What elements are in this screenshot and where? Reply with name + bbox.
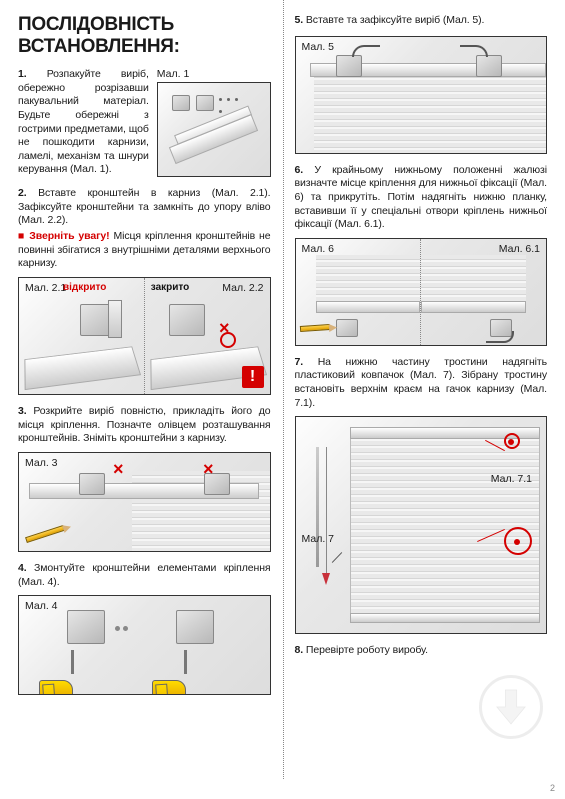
fig-6-1-label: Мал. 6.1	[499, 243, 540, 255]
step-2: 2. Вставте кронштейн в карниз (Мал. 2.1)…	[18, 187, 271, 395]
step-8-text: 8. Перевірте роботу виробу.	[295, 644, 548, 658]
page-number: 2	[550, 783, 555, 793]
step-1: 1. Розпакуйте виріб, обережно розрізавши…	[18, 68, 271, 177]
fig-7: Мал. 7 Мал. 7.1	[295, 416, 548, 634]
fig-1-label: Мал. 1	[157, 68, 271, 80]
step-2-warning: ■ Зверніть увагу! Місця кріплення кроншт…	[18, 230, 271, 271]
fig-5-label: Мал. 5	[302, 41, 335, 53]
right-column: 5. Вставте та зафіксуйте виріб (Мал. 5).…	[281, 14, 548, 785]
fig-6-label: Мал. 6	[302, 243, 335, 255]
fig-7-1-label: Мал. 7.1	[491, 473, 532, 485]
open-label: відкрито	[63, 282, 106, 293]
fig-2-2-label: Мал. 2.2	[222, 282, 263, 294]
step-6-text: 6. У крайньому нижньому положенні жалюзі…	[295, 164, 548, 232]
fig-6-left: Мал. 6	[296, 239, 421, 345]
step-5: 5. Вставте та зафіксуйте виріб (Мал. 5).…	[295, 14, 548, 154]
page-columns: ПОСЛІДОВНІСТЬ ВСТАНОВЛЕННЯ: 1. Розпакуйт…	[18, 14, 547, 785]
fig-2-1: Мал. 2.1 відкрито	[19, 278, 144, 394]
fig-4-label: Мал. 4	[25, 600, 58, 612]
step-5-text: 5. Вставте та зафіксуйте виріб (Мал. 5).	[295, 14, 548, 28]
step-8: 8. Перевірте роботу виробу.	[295, 644, 548, 658]
step-4-text: 4. Змонтуйте кронштейни елементами кріпл…	[18, 562, 271, 589]
step-4: 4. Змонтуйте кронштейни елементами кріпл…	[18, 562, 271, 695]
step-3: 3. Розкрийте виріб повністю, прикладіть …	[18, 405, 271, 552]
fig-4: Мал. 4	[18, 595, 271, 695]
warning-icon: !	[242, 366, 264, 388]
watermark-icon	[479, 675, 543, 739]
fig-3: Мал. 3 × ×	[18, 452, 271, 552]
step-6: 6. У крайньому нижньому положенні жалюзі…	[295, 164, 548, 346]
fig-6: Мал. 6 Мал. 6.1	[295, 238, 548, 346]
step-1-text: 1. Розпакуйте виріб, обережно розрізавши…	[18, 68, 149, 177]
fig-3-label: Мал. 3	[25, 457, 58, 469]
fig-6-right: Мал. 6.1	[420, 239, 546, 345]
fig-2-2: закрито Мал. 2.2 × !	[144, 278, 270, 394]
fig-7-label: Мал. 7	[302, 533, 335, 545]
fig-2-1-label: Мал. 2.1	[25, 282, 66, 294]
step-7: 7. На нижню частину тростини надягніть п…	[295, 356, 548, 635]
closed-label: закрито	[151, 282, 190, 293]
page-title: ПОСЛІДОВНІСТЬ ВСТАНОВЛЕННЯ:	[18, 14, 271, 58]
step-7-text: 7. На нижню частину тростини надягніть п…	[295, 356, 548, 411]
step-2-text: 2. Вставте кронштейн в карниз (Мал. 2.1)…	[18, 187, 271, 228]
fig-2: Мал. 2.1 відкрито закрито Мал. 2.2 × !	[18, 277, 271, 395]
left-column: ПОСЛІДОВНІСТЬ ВСТАНОВЛЕННЯ: 1. Розпакуйт…	[18, 14, 281, 785]
fig-1	[157, 82, 271, 177]
step-3-text: 3. Розкрийте виріб повністю, прикладіть …	[18, 405, 271, 446]
fig-5: Мал. 5	[295, 36, 548, 154]
